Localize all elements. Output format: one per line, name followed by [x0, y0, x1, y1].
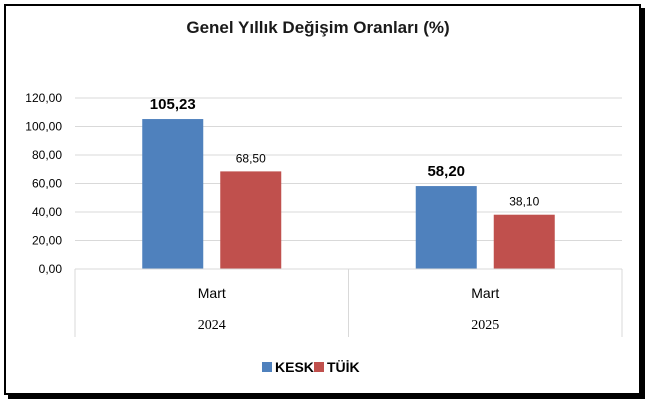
data-label: 105,23 — [150, 96, 196, 113]
bar-kesk-2024 — [142, 119, 204, 270]
bar-kesk-2025 — [415, 186, 477, 269]
data-label: 68,50 — [236, 151, 266, 165]
chart-title: Genel Yıllık Değişim Oranları (%) — [186, 18, 449, 37]
legend-label: KESK — [275, 359, 314, 375]
legend: KESK TÜİK — [262, 359, 360, 375]
y-tick-label: 120,00 — [25, 91, 62, 105]
y-tick-label: 0,00 — [39, 262, 63, 276]
x-axis: Mart 2024 Mart 2025 — [74, 268, 623, 337]
y-tick-label: 60,00 — [32, 177, 62, 191]
bars — [142, 119, 555, 270]
chart-frame — [4, 4, 641, 395]
y-tick-label: 100,00 — [25, 120, 62, 134]
bar-tüi̇k-2024 — [220, 171, 282, 269]
data-label: 38,10 — [509, 195, 539, 209]
x-category-label: Mart — [471, 285, 499, 301]
x-category-label: Mart — [198, 285, 226, 301]
y-tick-label: 20,00 — [32, 234, 62, 248]
y-axis: 0,00 20,00 40,00 60,00 80,00 100,00 120,00 — [25, 91, 62, 276]
x-group-label: 2025 — [471, 318, 499, 333]
y-tick-label: 80,00 — [32, 148, 62, 162]
data-label: 58,20 — [427, 163, 465, 180]
data-labels: 105,23 68,50 58,20 38,10 — [150, 96, 540, 209]
x-group-label: 2024 — [198, 318, 226, 333]
legend-swatch-tüi̇k — [314, 362, 324, 372]
legend-swatch-kesk — [262, 362, 272, 372]
bar-tüi̇k-2025 — [493, 214, 555, 269]
legend-label: TÜİK — [327, 359, 360, 375]
y-tick-label: 40,00 — [32, 205, 62, 219]
